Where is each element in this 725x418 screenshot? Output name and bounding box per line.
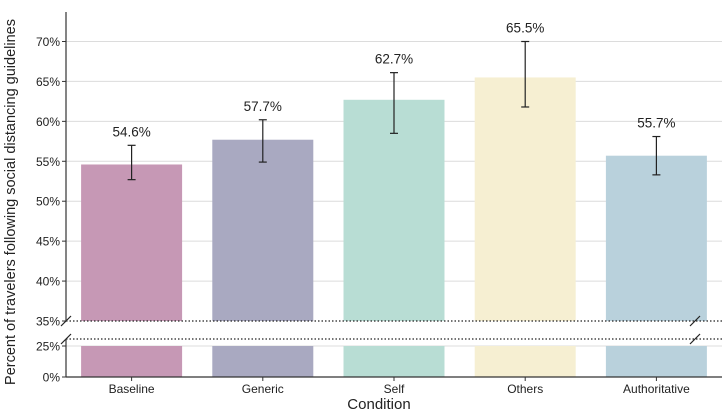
y-tick-label: 70% [36,35,60,49]
y-axis-title: Percent of travelers following social di… [3,19,19,385]
x-axis-title: Condition [347,396,410,413]
bar-lower-self [343,346,445,377]
x-tick-label: Generic [242,382,284,396]
y-tick-label: 0% [43,371,61,385]
axis-break-gap [67,322,723,338]
break-slash [689,315,701,327]
bar-baseline [81,164,183,321]
y-tick-label: 35% [36,315,60,329]
y-tick-label: 65% [36,75,60,89]
value-label: 62.7% [375,52,413,67]
x-tick-label: Others [507,382,543,396]
axes-group: 35% 40% 45% 50% 55% 60% 65% 70% 0% 25% Baseline Gen… [36,12,723,396]
y-tick-label: 25% [36,340,60,354]
bar-others [474,77,576,321]
value-label: 55.7% [637,116,675,131]
value-label: 65.5% [506,21,544,36]
x-tick-label: Authoritative [623,382,690,396]
bar-lower-generic [212,346,314,377]
value-label: 57.7% [244,99,282,114]
y-tick-label: 55% [36,155,60,169]
bar-generic [212,139,314,321]
value-label: 54.6% [112,124,150,139]
x-tick-label: Self [384,382,405,396]
y-tick-label: 50% [36,195,60,209]
bar-lower-authoritative [605,346,707,377]
bar-self [343,99,445,321]
bar-lower-baseline [81,346,183,377]
value-labels-group: 54.6% 57.7% 62.7% 65.5% 55.7% [112,21,675,140]
y-tick-label: 40% [36,275,60,289]
bar-lower-others [474,346,576,377]
error-bars-group [127,40,661,181]
x-tick-label: Baseline [109,382,155,396]
y-tick-label: 45% [36,235,60,249]
y-tick-label: 60% [36,115,60,129]
bar-authoritative [605,155,707,321]
break-slash [689,333,701,345]
bars-group [81,77,707,377]
